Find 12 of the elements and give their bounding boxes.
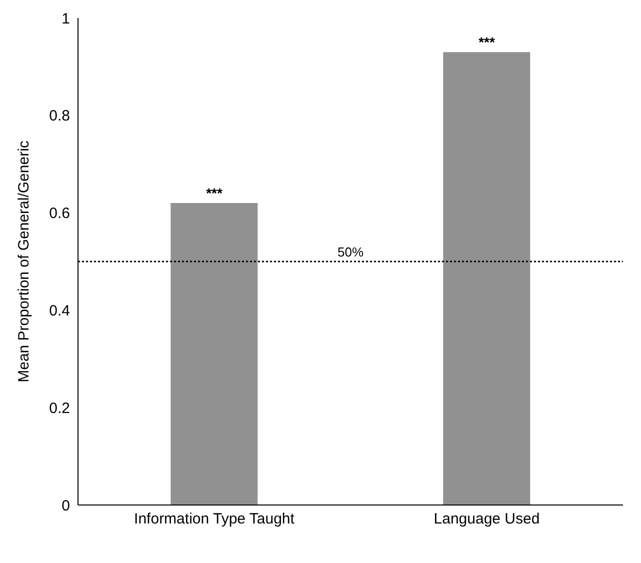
y-tick-label: 0.2 [49,400,70,417]
annotation: *** [206,185,223,202]
y-axis-title: Mean Proportion of General/Generic [15,140,32,382]
x-tick-label: Information Type Taught [134,510,296,528]
y-tick-label: 0.4 [49,302,70,320]
y-tick-label: 0.8 [49,108,70,125]
ref-line-label: 50% [337,244,364,260]
y-tick-label: 1 [62,10,70,28]
x-tick-label: Language Used [434,510,540,528]
y-tick-label: 0.6 [49,205,70,222]
y-tick-label: 0 [62,497,70,514]
annotation: *** [478,34,496,50]
